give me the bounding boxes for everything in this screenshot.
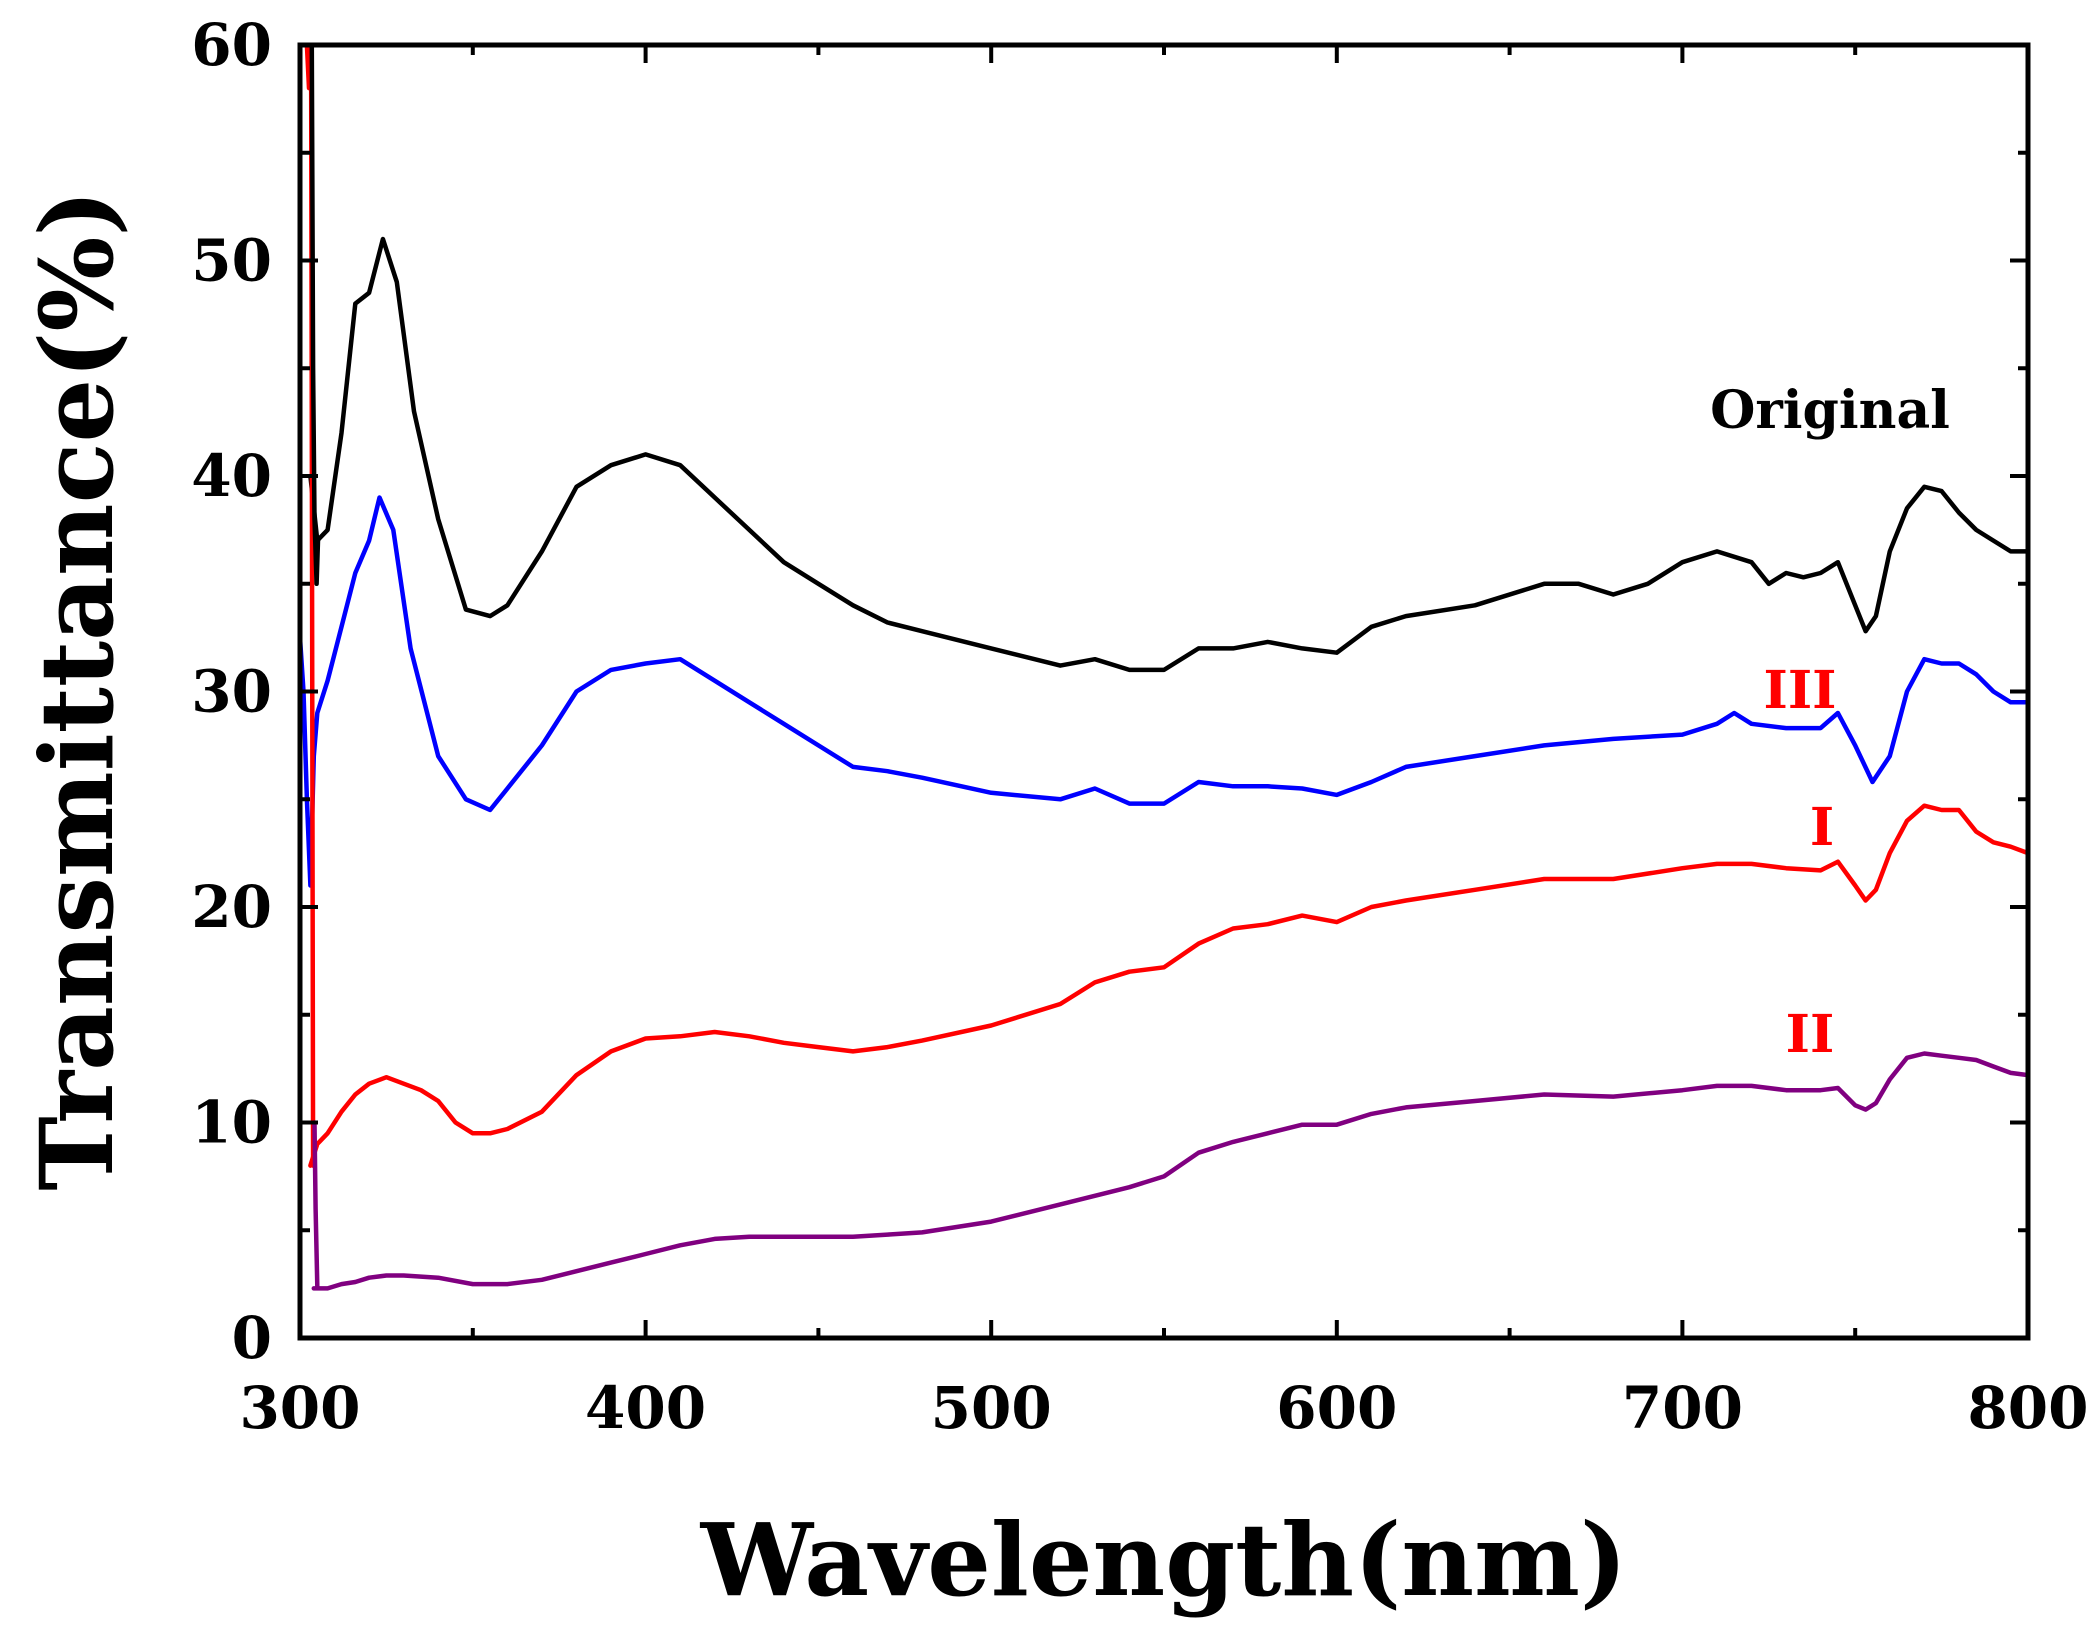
artifact-line-purple-drop [312,1120,320,1289]
x-tick-label: 300 [239,1374,360,1442]
series-line-iii [297,495,2031,888]
series-label-original: Original [1710,380,1950,441]
y-tick-label: 0 [232,1304,272,1372]
y-tick-label: 40 [191,442,272,510]
series-layer [297,42,2031,1291]
y-tick-label: 10 [191,1089,272,1157]
x-tick-label: 600 [1276,1374,1397,1442]
y-axis-title: Transmittance(%) [18,189,136,1190]
series-line-original [308,236,2031,673]
y-tick-label: 20 [191,873,272,941]
y-tick-label: 60 [191,11,272,79]
x-tick-label: 800 [1967,1374,2088,1442]
x-tick-label: 500 [931,1374,1052,1442]
x-tick-label: 400 [585,1374,706,1442]
x-axis-title: Wavelength(nm) [700,1501,1627,1619]
artifact-line-black-spike [309,42,321,587]
series-label-i: I [1810,797,1834,858]
y-tick-label: 30 [191,658,272,726]
tick-layer: 300 400 500 600 700 800 0 10 20 30 40 50 60 [191,11,2088,1442]
y-tick-label: 50 [191,227,272,295]
series-label-iii: III [1764,660,1837,721]
x-tick-label: 700 [1622,1374,1743,1442]
series-line-ii [311,1051,2031,1291]
series-line-i [308,803,2031,1168]
series-label-ii: II [1786,1004,1835,1065]
